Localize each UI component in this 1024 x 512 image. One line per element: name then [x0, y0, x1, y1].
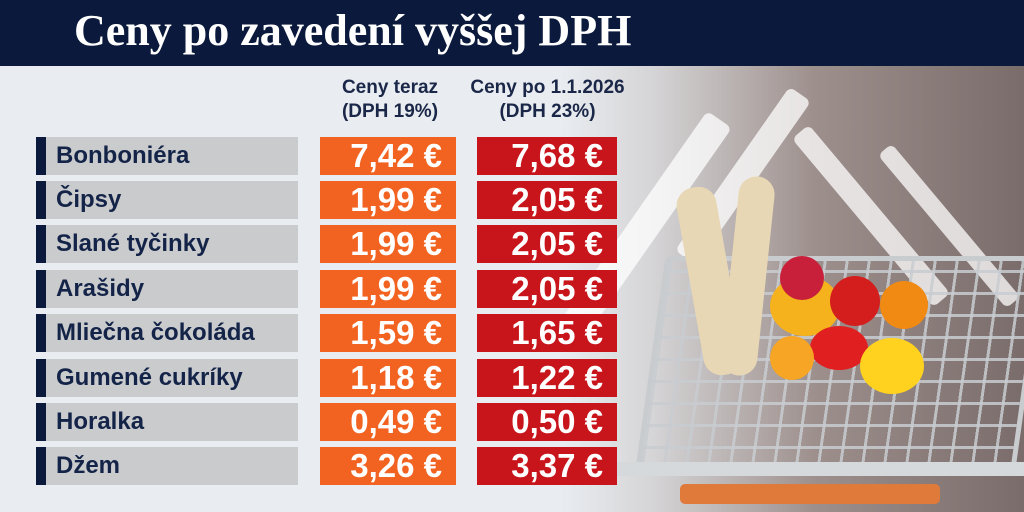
price-new: 1,65 €	[477, 314, 617, 352]
product-label: Horalka	[36, 403, 298, 441]
column-header-now-line2: (DPH 19%)	[341, 101, 439, 122]
fruit	[880, 281, 928, 329]
product-label: Bonboniéra	[36, 137, 298, 175]
price-new: 7,68 €	[477, 137, 617, 175]
price-now: 1,99 €	[320, 270, 456, 308]
product-label: Gumené cukríky	[36, 359, 298, 397]
price-new: 2,05 €	[477, 225, 617, 263]
fruit	[810, 326, 868, 370]
product-label: Čipsy	[36, 181, 298, 219]
price-new: 2,05 €	[477, 270, 617, 308]
product-label: Arašidy	[36, 270, 298, 308]
product-name: Džem	[56, 452, 121, 479]
product-name: Mliečna čokoláda	[56, 319, 255, 346]
shopping-cart-photo	[560, 66, 1024, 512]
product-name: Arašidy	[56, 275, 145, 302]
price-now: 1,99 €	[320, 225, 456, 263]
product-label: Slané tyčinky	[36, 225, 298, 263]
price-new: 1,22 €	[477, 359, 617, 397]
product-name: Horalka	[56, 408, 145, 435]
price-new: 0,50 €	[477, 403, 617, 441]
page-title: Ceny po zavedení vyššej DPH	[74, 6, 632, 55]
price-now: 1,18 €	[320, 359, 456, 397]
price-now: 3,26 €	[320, 447, 456, 485]
price-now: 0,49 €	[320, 403, 456, 441]
price-new: 2,05 €	[477, 181, 617, 219]
column-header-new-line1: Ceny po 1.1.2026	[470, 77, 625, 98]
fruit	[770, 336, 814, 380]
column-header-new-line2: (DPH 23%)	[499, 101, 596, 122]
price-new: 3,37 €	[477, 447, 617, 485]
product-label: Džem	[36, 447, 298, 485]
column-header-new: Ceny po 1.1.2026 (DPH 23%)	[455, 76, 640, 124]
price-now: 1,99 €	[320, 181, 456, 219]
cart-handle	[680, 484, 940, 504]
header-bar: Ceny po zavedení vyššej DPH	[0, 0, 1024, 66]
fruit	[780, 256, 824, 300]
product-name: Bonboniéra	[56, 142, 190, 169]
column-header-now-line1: Ceny teraz	[341, 77, 439, 98]
fruit	[860, 338, 924, 394]
product-name: Čipsy	[56, 186, 122, 213]
column-header-now: Ceny teraz (DPH 19%)	[320, 76, 460, 124]
product-label: Mliečna čokoláda	[36, 314, 298, 352]
price-now: 1,59 €	[320, 314, 456, 352]
cart-bar	[600, 462, 1024, 476]
price-now: 7,42 €	[320, 137, 456, 175]
product-name: Slané tyčinky	[56, 230, 210, 257]
fruit	[830, 276, 880, 326]
product-name: Gumené cukríky	[56, 364, 243, 391]
